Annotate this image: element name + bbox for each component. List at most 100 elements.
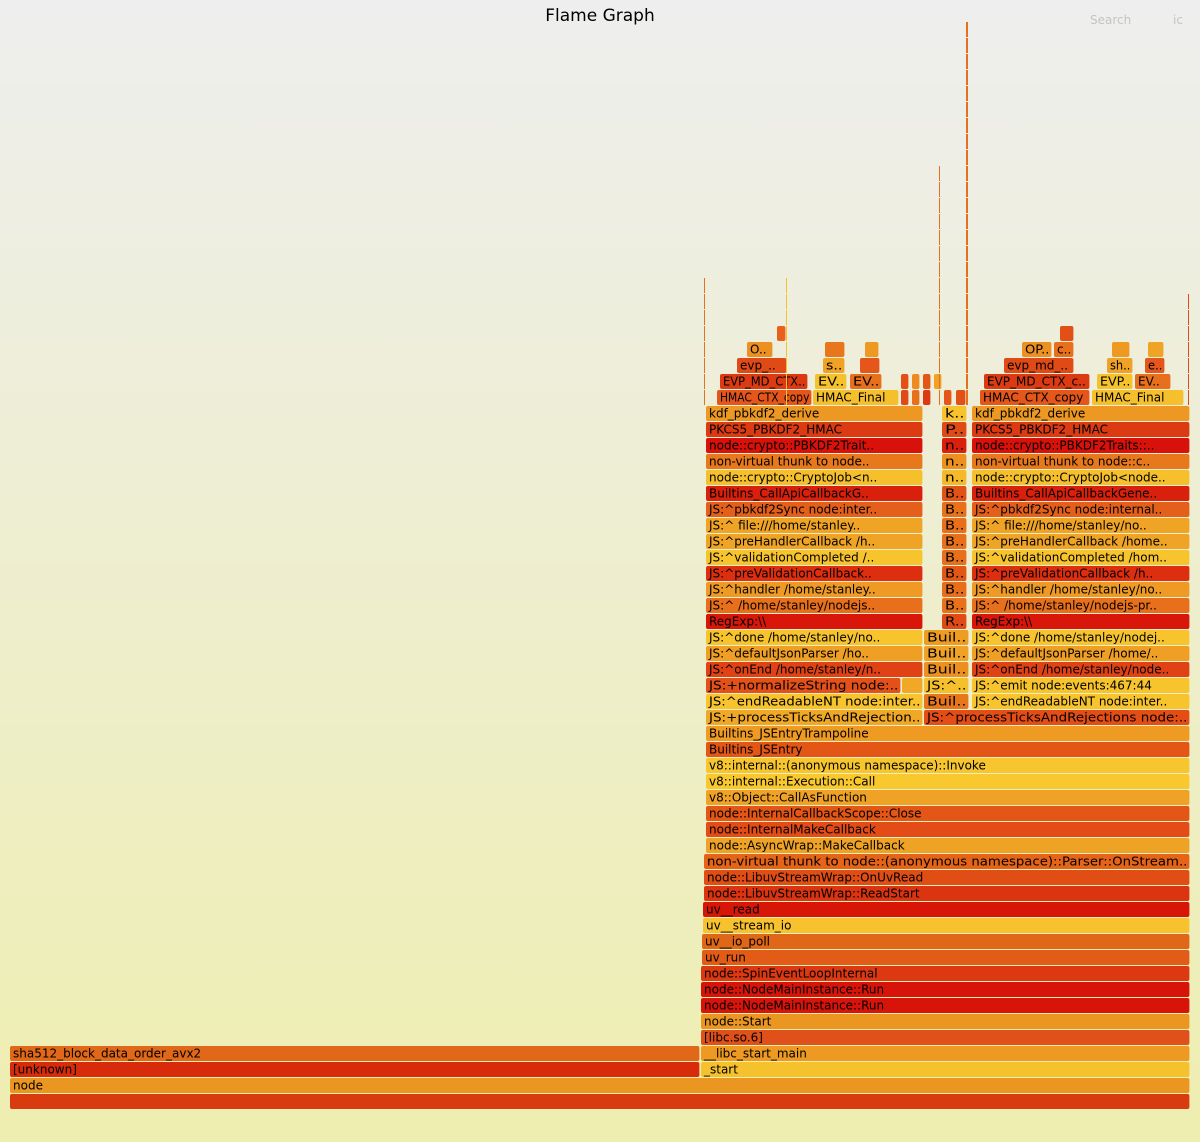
- frame-rect[interactable]: [706, 598, 923, 613]
- frame[interactable]: [934, 374, 942, 389]
- frame[interactable]: JS:^..: [924, 678, 969, 693]
- frame-rect[interactable]: [942, 614, 967, 629]
- frame[interactable]: s..: [823, 358, 845, 373]
- frame[interactable]: JS:^ file:///home/stanley..: [706, 518, 923, 533]
- frame[interactable]: [libc.so.6]: [701, 1030, 1190, 1045]
- frame-rect[interactable]: [706, 438, 923, 453]
- frame[interactable]: JS:^endReadableNT node:inter..: [706, 694, 923, 709]
- spike-segment[interactable]: [939, 182, 940, 197]
- frame[interactable]: node::Start: [701, 1014, 1190, 1029]
- frame-rect[interactable]: [706, 422, 923, 437]
- frame[interactable]: kdf_pbkdf2_derive: [972, 406, 1190, 421]
- frame[interactable]: JS:^handler /home/stanley..: [706, 582, 923, 597]
- spike-segment[interactable]: [966, 150, 968, 165]
- spike-segment[interactable]: [704, 294, 705, 309]
- frame-rect[interactable]: [972, 502, 1190, 517]
- spike-segment[interactable]: [1188, 342, 1189, 357]
- spike-segment[interactable]: [966, 182, 968, 197]
- frame[interactable]: n..: [942, 438, 967, 453]
- frame[interactable]: uv_run: [702, 950, 1190, 965]
- frame-rect[interactable]: [924, 646, 969, 661]
- spike-segment[interactable]: [966, 374, 968, 389]
- frame-rect[interactable]: [972, 630, 1190, 645]
- frame[interactable]: [unknown]: [10, 1062, 700, 1077]
- frame-rect[interactable]: [972, 662, 1190, 677]
- frame[interactable]: [901, 390, 909, 405]
- frame[interactable]: PKCS5_PBKDF2_HMAC: [706, 422, 923, 437]
- spike-segment[interactable]: [966, 230, 968, 245]
- spike-segment[interactable]: [786, 326, 787, 341]
- frame-rect[interactable]: [823, 358, 845, 373]
- frame[interactable]: node::crypto::CryptoJob<node..: [972, 470, 1190, 485]
- frame[interactable]: node::SpinEventLoopInternal: [701, 966, 1190, 981]
- frame-rect[interactable]: [942, 566, 967, 581]
- frame-rect[interactable]: [706, 454, 923, 469]
- frame[interactable]: HMAC_CTX_copy: [717, 390, 812, 405]
- frame[interactable]: JS:^defaultJsonParser /home/..: [972, 646, 1190, 661]
- frame-rect[interactable]: [944, 390, 952, 405]
- spike-segment[interactable]: [786, 294, 787, 309]
- frame-rect[interactable]: [706, 726, 1190, 741]
- frame-rect[interactable]: [704, 870, 1190, 885]
- spike-segment[interactable]: [939, 262, 940, 277]
- spike-segment[interactable]: [704, 390, 705, 405]
- spike-segment[interactable]: [939, 310, 940, 325]
- frame[interactable]: __libc_start_main: [701, 1046, 1190, 1061]
- frame[interactable]: node::crypto::PBKDF2Traits::..: [972, 438, 1190, 453]
- frame[interactable]: HMAC_CTX_copy: [980, 390, 1090, 405]
- frame-rect[interactable]: [737, 358, 787, 373]
- frame-rect[interactable]: [1022, 342, 1052, 357]
- frame[interactable]: OP..: [1022, 342, 1052, 357]
- frame-rect[interactable]: [942, 470, 967, 485]
- frame[interactable]: RegExp:\\: [706, 614, 923, 629]
- frame-rect[interactable]: [10, 1046, 700, 1061]
- spike-segment[interactable]: [939, 198, 940, 213]
- frame[interactable]: JS:^defaultJsonParser /ho..: [706, 646, 923, 661]
- frame[interactable]: B..: [942, 582, 967, 597]
- frame[interactable]: Builtins_JSEntryTrampoline: [706, 726, 1190, 741]
- frame[interactable]: node: [10, 1078, 1190, 1093]
- spike-segment[interactable]: [966, 358, 968, 373]
- frame[interactable]: uv__io_poll: [702, 934, 1190, 949]
- frame-rect[interactable]: [706, 662, 923, 677]
- frame[interactable]: v8::Object::CallAsFunction: [706, 790, 1190, 805]
- spike-segment[interactable]: [966, 166, 968, 181]
- frame[interactable]: c..: [1054, 342, 1074, 357]
- spike-segment[interactable]: [939, 390, 940, 405]
- frame[interactable]: JS:^onEnd /home/stanley/node..: [972, 662, 1190, 677]
- spike-segment[interactable]: [704, 358, 705, 373]
- frame[interactable]: JS:^done /home/stanley/nodej..: [972, 630, 1190, 645]
- frame[interactable]: B..: [942, 502, 967, 517]
- frame[interactable]: node::LibuvStreamWrap::OnUvRead: [704, 870, 1190, 885]
- frame-rect[interactable]: [972, 694, 1190, 709]
- frame[interactable]: [865, 342, 879, 357]
- frame[interactable]: node::crypto::PBKDF2Trait..: [706, 438, 923, 453]
- frame[interactable]: uv__read: [703, 902, 1190, 917]
- frame[interactable]: JS:^processTicksAndRejections node:..: [924, 710, 1190, 725]
- frame[interactable]: node::crypto::CryptoJob<n..: [706, 470, 923, 485]
- frame[interactable]: [1112, 342, 1130, 357]
- frame-rect[interactable]: [717, 390, 812, 405]
- frame[interactable]: JS:^handler /home/stanley/no..: [972, 582, 1190, 597]
- spike-segment[interactable]: [966, 310, 968, 325]
- frame[interactable]: EV..: [815, 374, 847, 389]
- spike-segment[interactable]: [966, 262, 968, 277]
- frame-rect[interactable]: [923, 390, 931, 405]
- spike-segment[interactable]: [1188, 294, 1189, 309]
- frame[interactable]: B..: [942, 550, 967, 565]
- frame-rect[interactable]: [706, 822, 1190, 837]
- spike-segment[interactable]: [704, 326, 705, 341]
- search-button[interactable]: Search: [1090, 13, 1132, 27]
- frame[interactable]: non-virtual thunk to node::c..: [972, 454, 1190, 469]
- ignore-case-toggle[interactable]: ic: [1173, 13, 1183, 27]
- frame[interactable]: [923, 390, 931, 405]
- frame[interactable]: [912, 374, 920, 389]
- frame[interactable]: Buil..: [924, 662, 969, 677]
- spike-segment[interactable]: [939, 342, 940, 357]
- frame[interactable]: JS:^endReadableNT node:inter..: [972, 694, 1190, 709]
- spike-segment[interactable]: [939, 214, 940, 229]
- frame-rect[interactable]: [706, 678, 901, 693]
- spike-segment[interactable]: [786, 374, 787, 389]
- frame-rect[interactable]: [706, 486, 923, 501]
- spike-segment[interactable]: [966, 198, 968, 213]
